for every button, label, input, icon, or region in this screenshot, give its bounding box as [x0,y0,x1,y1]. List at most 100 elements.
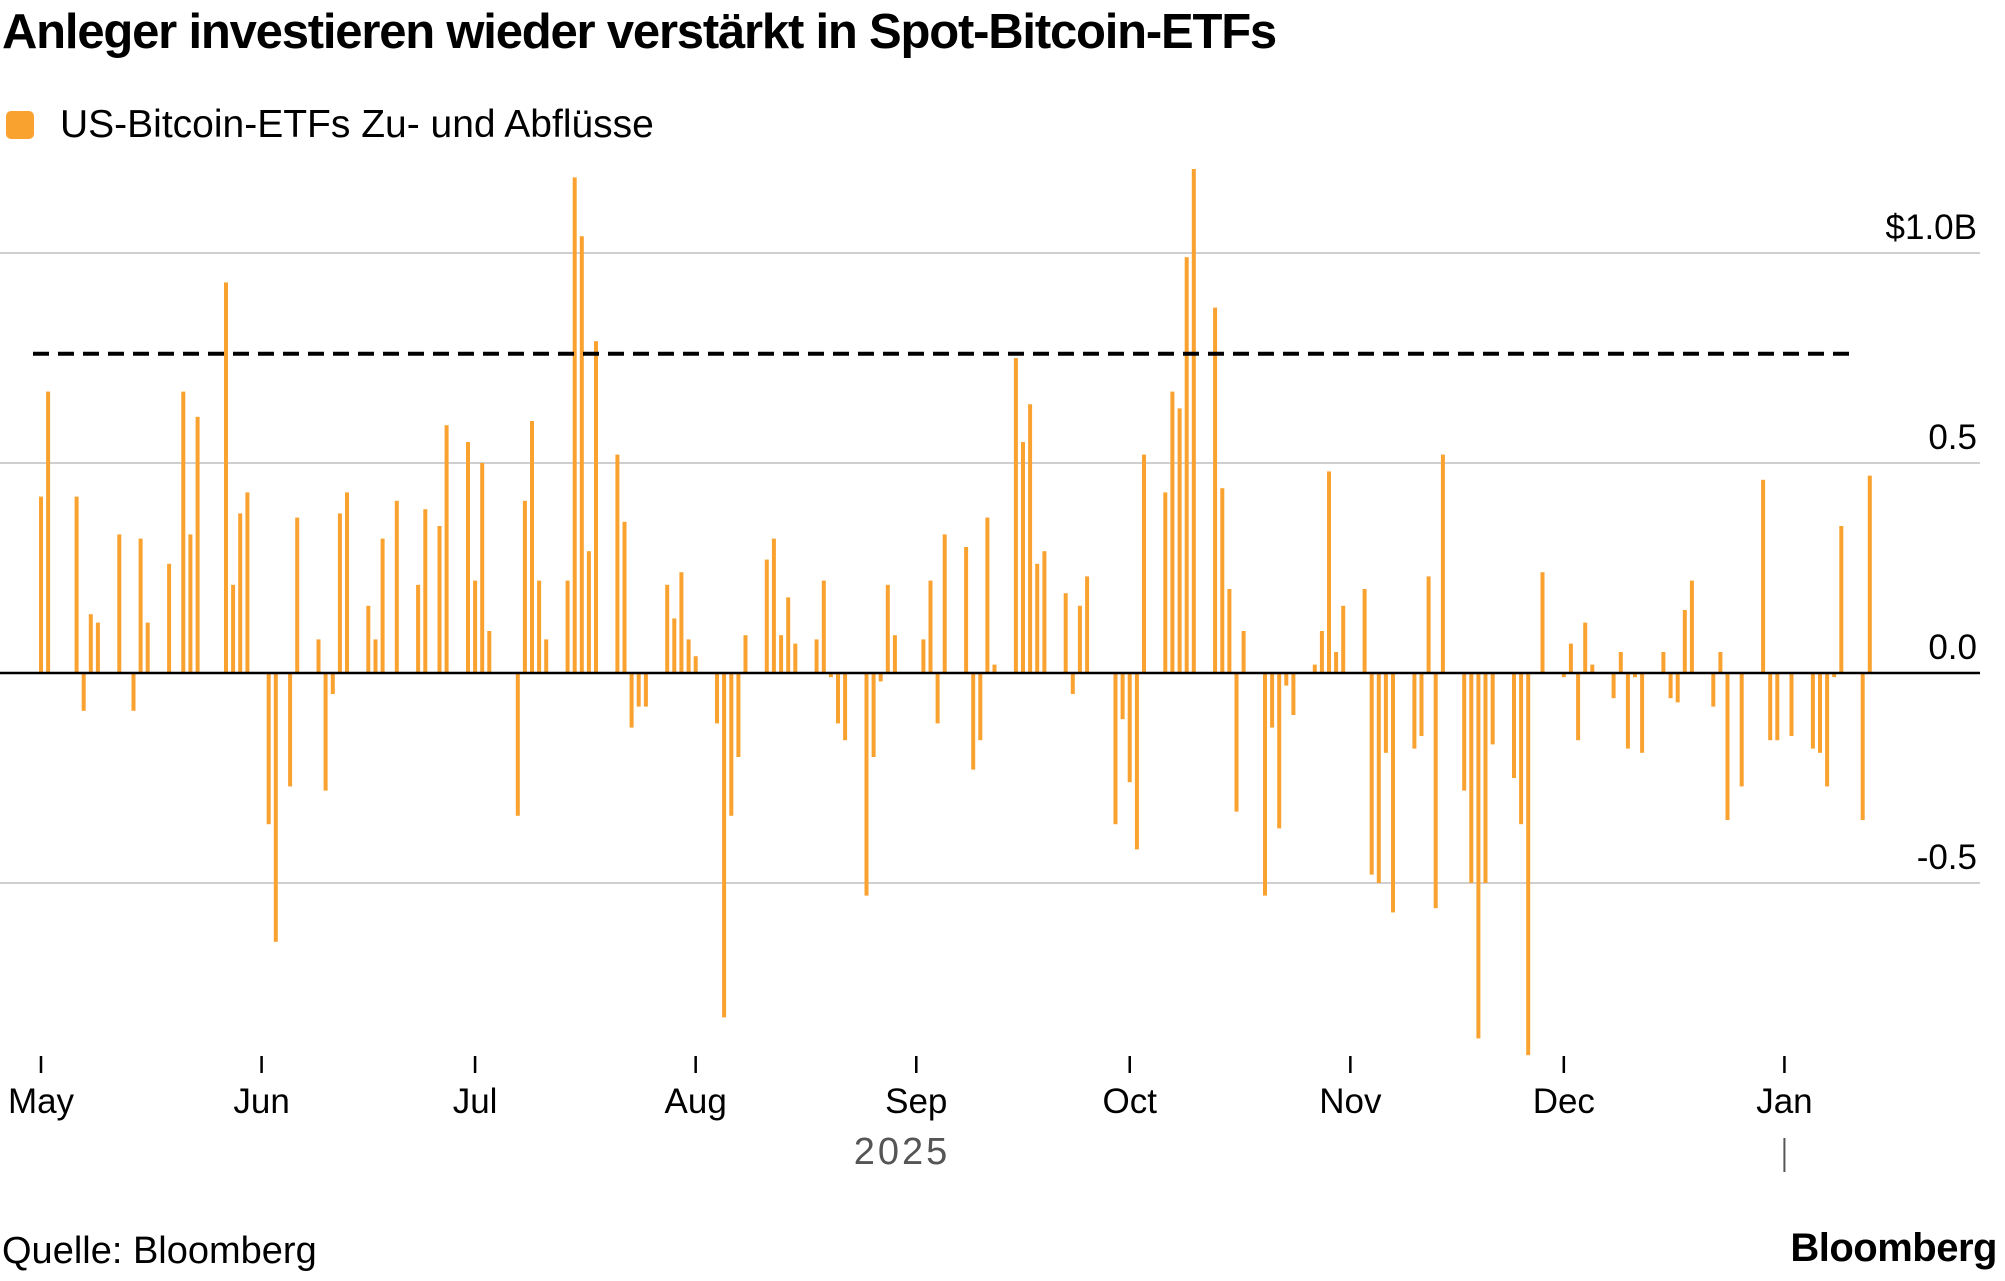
bar [46,391,51,673]
bar [636,673,641,707]
bar [1789,673,1794,736]
bar [95,622,100,673]
bar [1761,479,1766,673]
bar [316,639,321,673]
bar [1376,673,1381,883]
bar [565,580,570,673]
bar [1633,673,1637,678]
bar [1127,673,1132,783]
x-tick-label: Oct [1103,1082,1158,1121]
bar [935,673,940,724]
bar [892,635,897,673]
bar [1170,391,1175,673]
bar [1668,673,1673,699]
bar [942,534,947,673]
bar [1369,673,1374,875]
bar [1462,673,1467,791]
bar [871,673,876,757]
bar [1540,572,1545,673]
bar [1689,580,1694,673]
bar [1611,673,1616,699]
bar [273,673,278,942]
bar [921,639,926,673]
source-note: Quelle: Bloomberg [2,1230,317,1272]
bar [1191,169,1196,673]
bar [1270,673,1275,728]
brand-logo: Bloomberg [1790,1226,1997,1270]
bar [1561,673,1566,678]
y-tick-label: $1.0B [1886,208,1977,247]
bar [522,500,527,673]
bar [793,643,798,673]
bar [1028,404,1033,673]
bar [1825,673,1830,787]
bar [1590,664,1595,673]
bar [1341,605,1346,673]
bar [992,664,997,673]
bar [1433,673,1438,909]
bar [643,673,648,707]
bar [188,534,193,673]
bar [1070,673,1075,694]
bar [686,639,691,673]
bar [195,416,200,673]
bar [1775,673,1780,741]
bar [480,463,485,673]
legend-label: US-Bitcoin-ETFs Zu- und Abflüsse [60,103,654,146]
bar [1718,652,1723,673]
bar [1625,673,1630,749]
bar [117,534,122,673]
bar [224,282,228,673]
x-tick-label: Dec [1533,1082,1595,1121]
bar [1867,475,1872,673]
bar [743,635,748,673]
bar [1469,673,1474,883]
bar [1113,673,1118,825]
bar [1832,673,1837,678]
bar [487,631,492,673]
y-tick-label: 0.5 [1928,418,1977,457]
bar [1739,673,1744,787]
legend-swatch [6,111,34,139]
bar [1163,492,1168,673]
bar [245,492,250,673]
bar [1682,610,1687,673]
bar [1234,673,1239,812]
chart-title: Anleger investieren wieder verstärkt in … [2,5,1277,59]
bar [814,639,819,673]
bar [1035,563,1040,673]
bar [466,442,470,673]
x-tick-label: Jul [453,1082,498,1121]
bar [74,496,79,673]
bar [729,673,734,816]
bar [764,559,769,673]
bar [1142,454,1146,673]
bar [39,496,43,673]
bar [88,614,93,673]
bar [985,517,990,673]
bar [672,618,677,673]
bar [1860,673,1865,820]
bar [416,584,421,673]
bar [786,597,791,673]
bar [1263,673,1267,896]
bar [779,635,784,673]
bar [1526,673,1531,1056]
bar [1568,643,1573,673]
bar [771,538,776,673]
bar [715,673,719,724]
bar [1177,408,1182,673]
bar [1818,673,1822,753]
x-tick-label: Sep [885,1082,947,1121]
bar [586,551,591,673]
legend: US-Bitcoin-ETFs Zu- und Abflüsse [6,100,654,150]
y-tick-label: 0.0 [1928,628,1977,667]
bar [423,509,428,673]
bar [373,639,378,673]
bar [971,673,976,770]
x-tick-label: May [8,1082,75,1121]
bar [167,563,172,673]
x-tick-label: Jan [1756,1082,1812,1121]
bar [978,673,983,741]
bar [145,622,150,673]
